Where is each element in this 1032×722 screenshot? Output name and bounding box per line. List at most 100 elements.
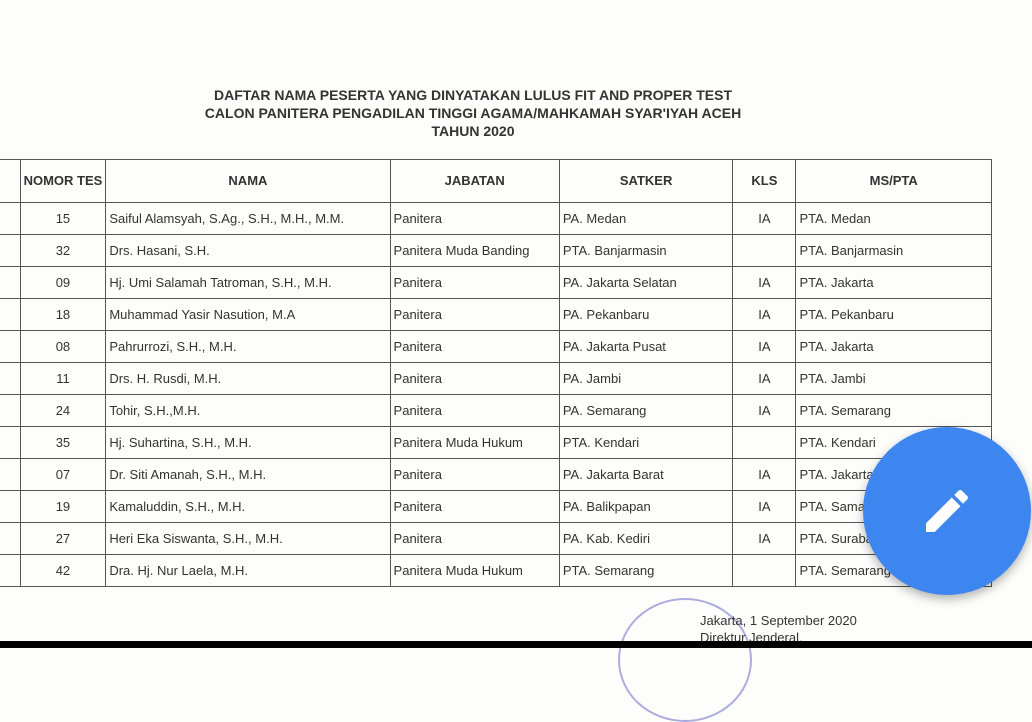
participants-table: NOMOR TES NAMA JABATAN SATKER KLS MS/PTA… [0, 159, 992, 587]
cell-mspta: PTA. Banjarmasin [795, 234, 992, 267]
cell-jabatan: Panitera Muda Hukum [389, 426, 560, 459]
cell-jabatan: Panitera [389, 394, 560, 427]
cell-satker: PA. Jakarta Barat [558, 458, 734, 491]
cell-kls: IA [732, 266, 797, 299]
table-row: 08 Pahrurrozi, S.H., M.H. Panitera PA. Jaka… [0, 330, 992, 363]
cell-satker: PA. Jambi [558, 362, 734, 395]
title-line-3: TAHUN 2020 [431, 123, 515, 139]
cell-nomor: 11 [19, 362, 107, 395]
cell-jabatan: Panitera [389, 298, 560, 331]
cell-jabatan: Panitera Muda Hukum [389, 554, 560, 587]
cell-nama: Dr. Siti Amanah, S.H., M.H. [105, 458, 391, 491]
cell-kls [732, 426, 797, 459]
cell-mspta: PTA. Semarang [795, 394, 992, 427]
blank-cell [0, 362, 21, 395]
cell-kls: IA [732, 330, 797, 363]
blank-cell [0, 266, 21, 299]
blank-cell [0, 202, 21, 235]
header-satker: SATKER [558, 159, 734, 203]
cell-mspta: PTA. Jakarta [795, 330, 992, 363]
cell-kls: IA [732, 522, 797, 555]
header-jabatan: JABATAN [389, 159, 560, 203]
cell-nama: Saiful Alamsyah, S.Ag., S.H., M.H., M.M. [105, 202, 391, 235]
cell-satker: PA. Kab. Kediri [558, 522, 734, 555]
cell-satker: PA. Medan [558, 202, 734, 235]
cell-jabatan: Panitera [389, 330, 560, 363]
cell-nomor: 08 [19, 330, 107, 363]
cell-jabatan: Panitera Muda Banding [389, 234, 560, 267]
cell-nomor: 27 [19, 522, 107, 555]
table-row: 11 Drs. H. Rusdi, M.H. Panitera PA. Jambi IA… [0, 362, 992, 395]
cell-jabatan: Panitera [389, 362, 560, 395]
cell-kls: IA [732, 362, 797, 395]
table-row: 09 Hj. Umi Salamah Tatroman, S.H., M.H. Pa… [0, 266, 992, 299]
edit-button[interactable] [863, 427, 1031, 595]
cell-satker: PTA. Semarang [558, 554, 734, 587]
cell-nomor: 24 [19, 394, 107, 427]
blank-cell [0, 394, 21, 427]
blank-cell [0, 554, 21, 587]
header-mspta: MS/PTA [795, 159, 992, 203]
header-kls: KLS [732, 159, 797, 203]
cell-jabatan: Panitera [389, 458, 560, 491]
cell-jabatan: Panitera [389, 202, 560, 235]
cell-nomor: 19 [19, 490, 107, 523]
cell-satker: PTA. Kendari [558, 426, 734, 459]
title-line-1: DAFTAR NAMA PESERTA YANG DINYATAKAN LULU… [213, 87, 733, 103]
cell-satker: PA. Pekanbaru [558, 298, 734, 331]
table-row: 27 Heri Eka Siswanta, S.H., M.H. Panitera P… [0, 522, 992, 555]
cell-kls: IA [732, 458, 797, 491]
cell-nomor: 15 [19, 202, 107, 235]
cell-jabatan: Panitera [389, 522, 560, 555]
pencil-icon [926, 489, 968, 532]
header-nama: NAMA [105, 159, 391, 203]
cell-mspta: PTA. Pekanbaru [795, 298, 992, 331]
cell-nama: Tohir, S.H.,M.H. [105, 394, 391, 427]
signature-date: Jakarta, 1 September 2020 [700, 613, 857, 628]
blank-cell [0, 458, 21, 491]
table-row: 18 Muhammad Yasir Nasution, M.A Panitera PA… [0, 298, 992, 331]
cell-mspta: PTA. Jakarta [795, 266, 992, 299]
cell-nomor: 32 [19, 234, 107, 267]
cell-nomor: 35 [19, 426, 107, 459]
cell-nama: Drs. Hasani, S.H. [105, 234, 391, 267]
cell-kls: IA [732, 202, 797, 235]
cell-nama: Hj. Umi Salamah Tatroman, S.H., M.H. [105, 266, 391, 299]
blank-cell [0, 522, 21, 555]
cell-satker: PA. Jakarta Pusat [558, 330, 734, 363]
cell-nomor: 42 [19, 554, 107, 587]
cell-nama: Heri Eka Siswanta, S.H., M.H. [105, 522, 391, 555]
blank-column [0, 159, 21, 203]
blank-cell [0, 298, 21, 331]
cell-satker: PA. Jakarta Selatan [558, 266, 734, 299]
title-line-2: CALON PANITERA PENGADILAN TINGGI AGAMA/M… [204, 105, 742, 121]
table-row: 24 Tohir, S.H.,M.H. Panitera PA. Semarang IA… [0, 394, 992, 427]
cell-mspta: PTA. Medan [795, 202, 992, 235]
cell-mspta: PTA. Jambi [795, 362, 992, 395]
blank-cell [0, 426, 21, 459]
cell-satker: PA. Balikpapan [558, 490, 734, 523]
cell-kls [732, 234, 797, 267]
cell-kls: IA [732, 394, 797, 427]
cell-nama: Hj. Suhartina, S.H., M.H. [105, 426, 391, 459]
cell-jabatan: Panitera [389, 266, 560, 299]
cell-kls: IA [732, 490, 797, 523]
blank-cell [0, 234, 21, 267]
cell-nama: Kamaluddin, S.H., M.H. [105, 490, 391, 523]
cell-nama: Muhammad Yasir Nasution, M.A [105, 298, 391, 331]
cell-jabatan: Panitera [389, 490, 560, 523]
table-row: 15 Saiful Alamsyah, S.Ag., S.H., M.H., M.… [0, 202, 992, 235]
document-title: DAFTAR NAMA PESERTA YANG DINYATAKAN LULU… [0, 86, 946, 140]
cell-nomor: 18 [19, 298, 107, 331]
cell-nama: Drs. H. Rusdi, M.H. [105, 362, 391, 395]
bottom-bar [0, 641, 1032, 648]
cell-kls: IA [732, 298, 797, 331]
cell-nama: Pahrurrozi, S.H., M.H. [105, 330, 391, 363]
table-row: 07 Dr. Siti Amanah, S.H., M.H. Panitera PA.… [0, 458, 992, 491]
header-nomor: NOMOR TES [19, 159, 107, 203]
blank-cell [0, 490, 21, 523]
cell-satker: PA. Semarang [558, 394, 734, 427]
table-row: 35 Hj. Suhartina, S.H., M.H. Panitera Muda… [0, 426, 992, 459]
table-header: NOMOR TES NAMA JABATAN SATKER KLS MS/PTA [0, 159, 992, 203]
table-row: 42 Dra. Hj. Nur Laela, M.H. Panitera Muda … [0, 554, 992, 587]
